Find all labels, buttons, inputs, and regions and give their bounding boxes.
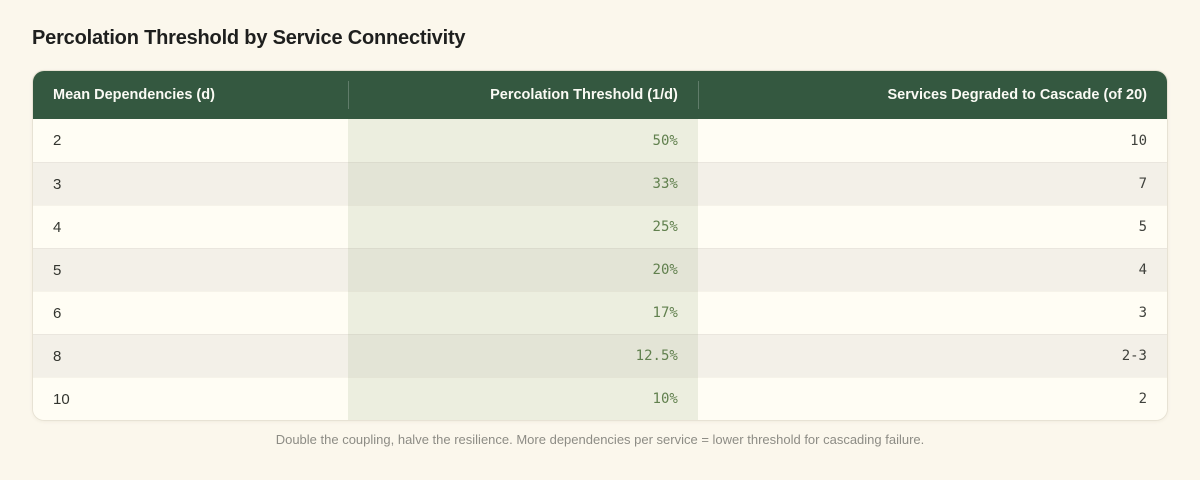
table-row: 3 33% 7	[33, 162, 1167, 205]
page-title: Percolation Threshold by Service Connect…	[32, 27, 466, 49]
mean-dependencies-cell: 6	[33, 291, 349, 334]
services-degraded-cell: 7	[697, 162, 1167, 205]
services-degraded-cell: 2-3	[697, 334, 1167, 377]
column-header-percolation-threshold: Percolation Threshold (1/d)	[348, 71, 698, 119]
percolation-threshold-cell: 25%	[348, 205, 698, 248]
mean-dependencies-cell: 3	[33, 162, 349, 205]
mean-dependencies-cell: 4	[33, 205, 349, 248]
mean-dependencies-cell: 8	[33, 334, 349, 377]
column-header-services-degraded: Services Degraded to Cascade (of 20)	[697, 71, 1167, 119]
percolation-threshold-cell: 50%	[348, 119, 698, 162]
services-degraded-cell: 4	[697, 248, 1167, 291]
percolation-threshold-cell: 12.5%	[348, 334, 698, 377]
table-header-row: Mean Dependencies (d) Percolation Thresh…	[33, 71, 1167, 119]
table-header: Mean Dependencies (d) Percolation Thresh…	[33, 71, 1167, 119]
percolation-threshold-cell: 10%	[348, 377, 698, 420]
table-caption: Double the coupling, halve the resilienc…	[275, 432, 925, 447]
table-row: 5 20% 4	[33, 248, 1167, 291]
services-degraded-cell: 10	[697, 119, 1167, 162]
services-degraded-cell: 3	[697, 291, 1167, 334]
table-row: 10 10% 2	[33, 377, 1167, 420]
percolation-threshold-cell: 20%	[348, 248, 698, 291]
table-body: 2 50% 10 3 33% 7 4 25% 5 5 20% 4 6 17% 3 8 12.5% 2-3 10 10%…	[33, 119, 1167, 420]
page: Percolation Threshold by Service Connect…	[32, 27, 1168, 447]
percolation-threshold-cell: 33%	[348, 162, 698, 205]
column-header-mean-dependencies: Mean Dependencies (d)	[33, 71, 349, 119]
services-degraded-cell: 2	[697, 377, 1167, 420]
table-row: 2 50% 10	[33, 119, 1167, 162]
mean-dependencies-cell: 5	[33, 248, 349, 291]
mean-dependencies-cell: 2	[33, 119, 349, 162]
services-degraded-cell: 5	[697, 205, 1167, 248]
mean-dependencies-cell: 10	[33, 377, 349, 420]
table-row: 4 25% 5	[33, 205, 1167, 248]
table-row: 8 12.5% 2-3	[33, 334, 1167, 377]
table-row: 6 17% 3	[33, 291, 1167, 334]
percolation-threshold-cell: 17%	[348, 291, 698, 334]
percolation-table: Mean Dependencies (d) Percolation Thresh…	[32, 70, 1168, 421]
